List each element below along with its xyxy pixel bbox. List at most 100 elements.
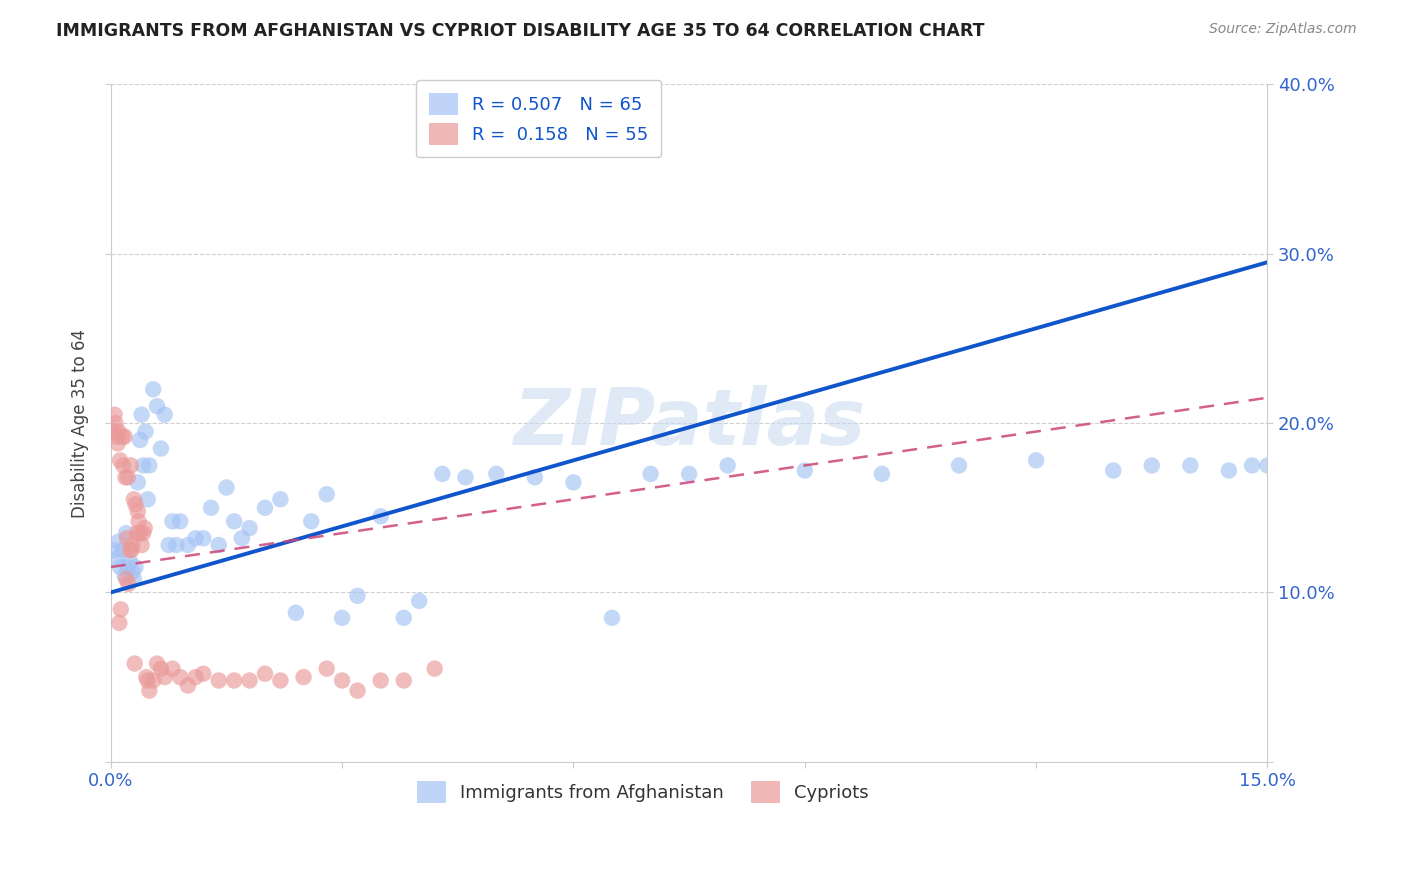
Point	[1218, 463, 1240, 477]
Point	[118, 543, 141, 558]
Point	[208, 538, 231, 552]
Point	[1241, 458, 1264, 473]
Point	[114, 470, 136, 484]
Point	[346, 589, 368, 603]
Point	[153, 408, 176, 422]
Point	[107, 436, 129, 450]
Point	[124, 497, 146, 511]
Point	[224, 514, 246, 528]
Point	[269, 492, 291, 507]
Point	[127, 475, 149, 490]
Point	[184, 531, 207, 545]
Point	[269, 673, 291, 688]
Point	[112, 458, 135, 473]
Point	[284, 606, 307, 620]
Legend: Immigrants from Afghanistan, Cypriots: Immigrants from Afghanistan, Cypriots	[406, 770, 880, 814]
Point	[162, 514, 184, 528]
Point	[146, 657, 169, 671]
Point	[134, 521, 156, 535]
Point	[870, 467, 893, 481]
Point	[111, 430, 134, 444]
Point	[239, 673, 262, 688]
Point	[115, 526, 138, 541]
Point	[184, 670, 207, 684]
Point	[253, 666, 276, 681]
Point	[177, 538, 200, 552]
Point	[153, 670, 176, 684]
Point	[101, 425, 124, 439]
Point	[114, 568, 136, 582]
Y-axis label: Disability Age 35 to 64: Disability Age 35 to 64	[72, 328, 89, 517]
Point	[330, 673, 353, 688]
Point	[108, 615, 131, 630]
Point	[200, 500, 222, 515]
Point	[107, 425, 129, 439]
Point	[135, 670, 157, 684]
Point	[432, 467, 454, 481]
Point	[117, 470, 139, 484]
Point	[149, 442, 172, 456]
Point	[136, 673, 159, 688]
Point	[231, 531, 253, 545]
Point	[114, 430, 136, 444]
Point	[105, 551, 128, 566]
Point	[122, 572, 145, 586]
Point	[485, 467, 508, 481]
Point	[1102, 463, 1125, 477]
Point	[169, 670, 191, 684]
Point	[129, 526, 152, 541]
Point	[107, 534, 129, 549]
Text: Source: ZipAtlas.com: Source: ZipAtlas.com	[1209, 22, 1357, 37]
Point	[111, 543, 134, 558]
Point	[115, 531, 138, 545]
Point	[117, 577, 139, 591]
Point	[193, 666, 215, 681]
Point	[1140, 458, 1163, 473]
Point	[115, 572, 138, 586]
Point	[208, 673, 231, 688]
Point	[408, 594, 430, 608]
Point	[104, 408, 127, 422]
Point	[1180, 458, 1202, 473]
Point	[315, 662, 337, 676]
Point	[423, 662, 446, 676]
Point	[253, 500, 276, 515]
Point	[131, 538, 153, 552]
Point	[165, 538, 187, 552]
Point	[125, 526, 148, 541]
Point	[454, 470, 477, 484]
Point	[121, 565, 143, 579]
Point	[169, 514, 191, 528]
Point	[132, 526, 155, 541]
Point	[292, 670, 315, 684]
Point	[124, 560, 146, 574]
Point	[124, 657, 146, 671]
Point	[117, 560, 139, 574]
Point	[127, 504, 149, 518]
Point	[122, 492, 145, 507]
Point	[120, 458, 142, 473]
Point	[104, 543, 127, 558]
Point	[370, 509, 392, 524]
Point	[108, 453, 131, 467]
Point	[146, 399, 169, 413]
Text: IMMIGRANTS FROM AFGHANISTAN VS CYPRIOT DISABILITY AGE 35 TO 64 CORRELATION CHART: IMMIGRANTS FROM AFGHANISTAN VS CYPRIOT D…	[56, 22, 984, 40]
Point	[1025, 453, 1047, 467]
Point	[162, 662, 184, 676]
Point	[108, 560, 131, 574]
Point	[104, 416, 127, 430]
Point	[128, 514, 150, 528]
Point	[562, 475, 585, 490]
Point	[330, 611, 353, 625]
Point	[392, 673, 415, 688]
Point	[177, 679, 200, 693]
Point	[129, 433, 152, 447]
Point	[215, 480, 238, 494]
Point	[121, 538, 143, 552]
Point	[948, 458, 970, 473]
Point	[142, 382, 165, 396]
Point	[346, 683, 368, 698]
Point	[370, 673, 392, 688]
Point	[138, 683, 160, 698]
Point	[121, 543, 143, 558]
